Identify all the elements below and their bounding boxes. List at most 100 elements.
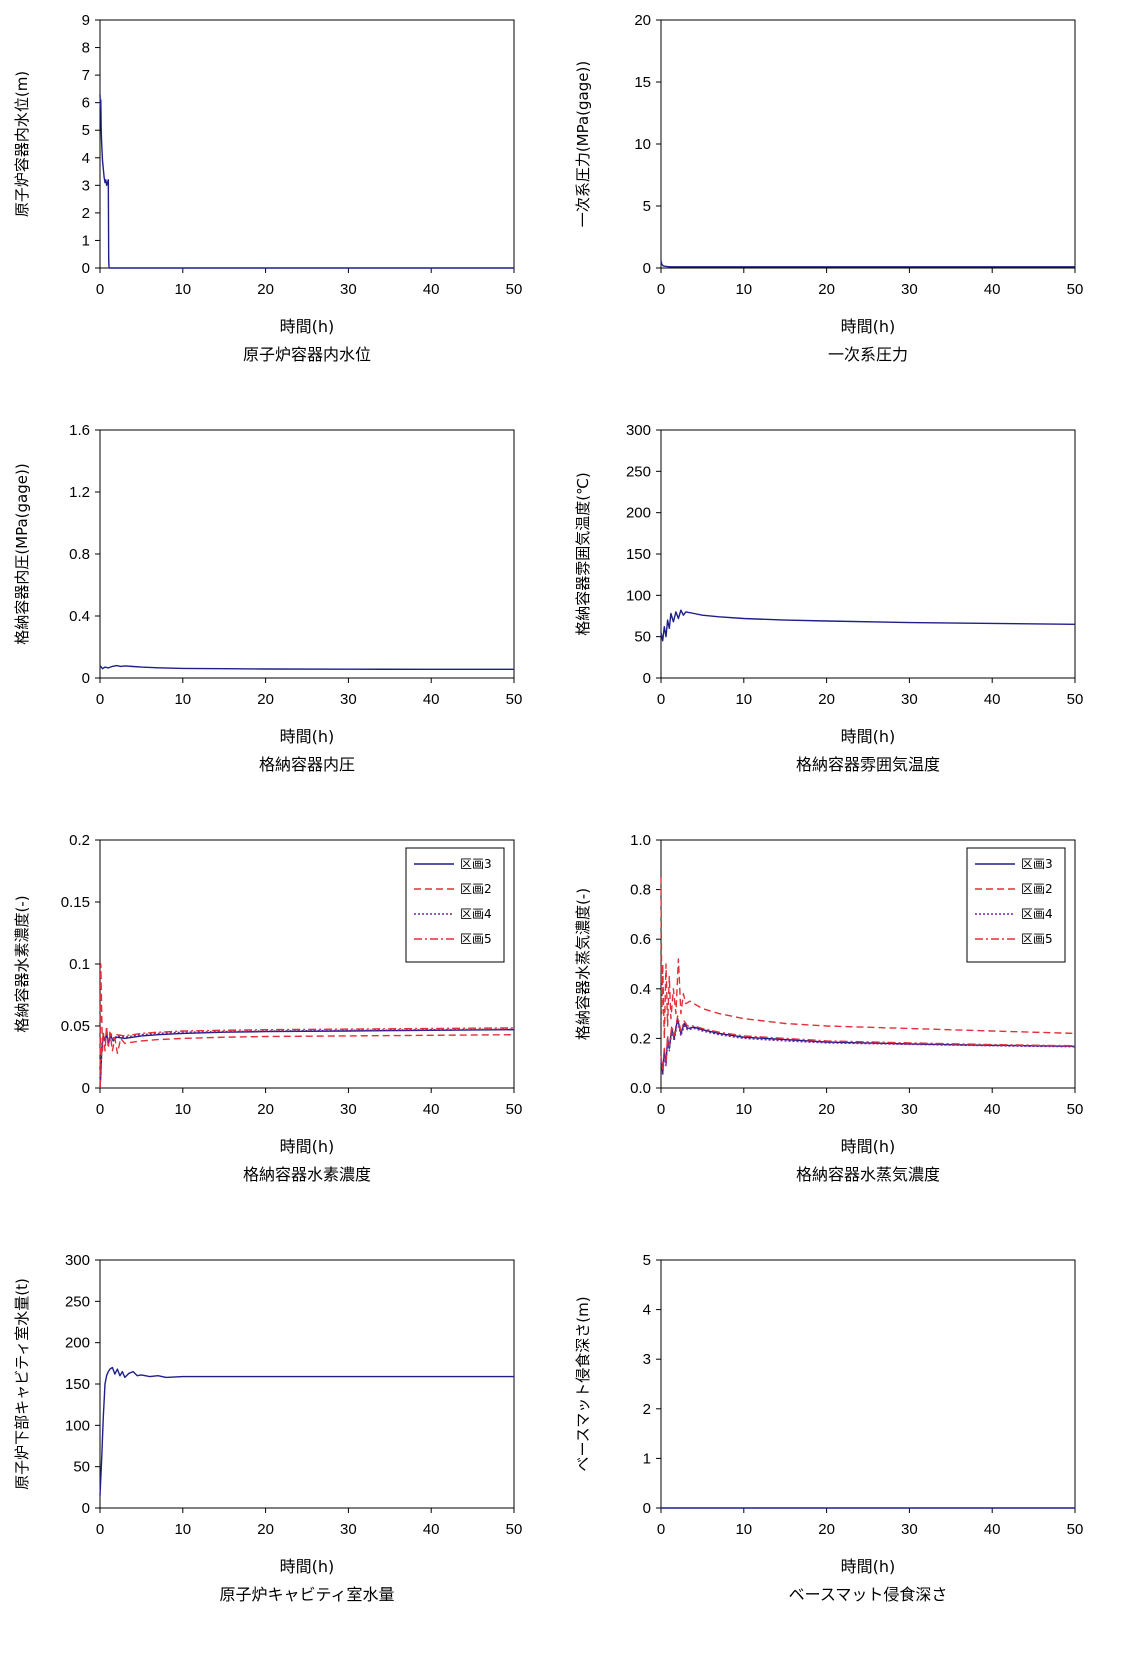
series-line-1 — [99, 94, 514, 269]
x-tick-label: 50 — [506, 281, 523, 298]
y-tick-label: 8 — [82, 40, 90, 57]
x-tick-label: 30 — [901, 1101, 918, 1118]
x-tick-label: 40 — [984, 691, 1001, 708]
series-line-1 — [99, 1366, 514, 1496]
y-tick-label: 0 — [82, 670, 90, 687]
x-tick-label: 30 — [340, 281, 357, 298]
x-tick-label: 40 — [423, 281, 440, 298]
x-tick-label: 0 — [657, 281, 665, 298]
x-tick-label: 20 — [257, 1521, 274, 1538]
x-tick-label: 40 — [984, 1521, 1001, 1538]
chart-primary-system-pressure: 0 5 10 15 20 0 10 20 30 40 50 一次系圧力(MPa(gage)) 時間(h)… — [561, 0, 1122, 410]
x-axis-label: 時間(h) — [841, 727, 896, 746]
x-tick-label: 20 — [818, 281, 835, 298]
series-line-1 — [99, 1029, 515, 1089]
series-line-2 — [660, 877, 1076, 1040]
x-tick-label: 50 — [506, 1101, 523, 1118]
x-tick-label: 0 — [96, 1101, 104, 1118]
y-tick-label: 10 — [634, 136, 651, 153]
chart-cavity-water-amount: 0 50 100 150 200 250 300 0 10 20 30 40 50 原子炉下部キャビティ室… — [0, 1240, 561, 1661]
y-tick-label: 5 — [643, 198, 651, 215]
y-tick-label: 3 — [82, 177, 90, 194]
x-tick-label: 0 — [657, 1101, 665, 1118]
chart-title: 一次系圧力 — [828, 345, 908, 364]
chart-containment-steam: 0.0 0.2 0.4 0.6 0.8 1.0 0 10 20 30 40 50 格納容器水蒸気濃度(-… — [561, 820, 1122, 1230]
x-axis-label: 時間(h) — [280, 727, 335, 746]
series-line-4 — [99, 1027, 515, 1089]
y-tick-label: 0.05 — [61, 1018, 90, 1035]
y-tick-label: 0.15 — [61, 894, 90, 911]
y-tick-label: 9 — [82, 12, 90, 29]
y-tick-label: 0 — [82, 1080, 90, 1097]
x-tick-label: 10 — [174, 281, 191, 298]
y-tick-label: 1.6 — [69, 422, 90, 439]
y-tick-label: 5 — [82, 122, 90, 139]
y-tick-label: 1 — [82, 232, 90, 249]
series-line-2 — [99, 963, 515, 1089]
x-tick-label: 50 — [1067, 691, 1084, 708]
y-tick-label: 0.2 — [69, 832, 90, 849]
legend-label: 区画3 — [1021, 857, 1053, 871]
y-tick-label: 0.8 — [630, 882, 651, 899]
chart-basemat-erosion-depth: 0 1 2 3 4 5 0 10 20 30 40 50 ベースマット侵食深さ(m) 時間(h) ベースマッ… — [561, 1240, 1122, 1661]
y-axis-label: 格納容器内圧(MPa(gage)) — [13, 463, 31, 644]
plot-frame — [660, 1259, 1076, 1509]
y-tick-label: 2 — [643, 1401, 651, 1418]
y-tick-label: 100 — [65, 1417, 90, 1434]
legend-label: 区画3 — [460, 857, 492, 871]
chart-title: 格納容器水素濃度 — [243, 1165, 371, 1184]
x-tick-label: 30 — [340, 691, 357, 708]
x-tick-label: 50 — [1067, 1521, 1084, 1538]
x-tick-label: 0 — [657, 1521, 665, 1538]
series-line-3 — [99, 1028, 515, 1089]
chart-title: 格納容器内圧 — [259, 755, 355, 774]
y-tick-label: 0.4 — [630, 981, 651, 998]
series-line-3 — [660, 1020, 1076, 1077]
y-tick-label: 1.2 — [69, 484, 90, 501]
y-tick-label: 50 — [73, 1459, 90, 1476]
y-tick-label: 0 — [82, 1500, 90, 1517]
y-tick-label: 200 — [626, 505, 651, 522]
y-tick-label: 0 — [643, 260, 651, 277]
x-axis-label: 時間(h) — [280, 1557, 335, 1576]
x-tick-label: 0 — [657, 691, 665, 708]
y-tick-label: 4 — [643, 1302, 651, 1319]
legend-label: 区画2 — [1021, 882, 1053, 896]
x-tick-label: 40 — [984, 1101, 1001, 1118]
chart-title: 原子炉容器内水位 — [243, 345, 371, 364]
y-tick-label: 7 — [82, 67, 90, 84]
y-tick-label: 250 — [65, 1293, 90, 1310]
chart-containment-pressure: 0 0.4 0.8 1.2 1.6 0 10 20 30 40 50 格納容器内圧(MPa(gage)… — [0, 410, 561, 820]
x-tick-label: 30 — [340, 1101, 357, 1118]
legend-box — [405, 847, 505, 963]
y-tick-label: 150 — [65, 1376, 90, 1393]
y-tick-label: 0.6 — [630, 931, 651, 948]
x-tick-label: 10 — [735, 1101, 752, 1118]
x-tick-label: 10 — [174, 1101, 191, 1118]
y-tick-label: 50 — [634, 629, 651, 646]
y-tick-label: 0.8 — [69, 546, 90, 563]
y-tick-label: 0.2 — [630, 1030, 651, 1047]
x-tick-label: 0 — [96, 281, 104, 298]
x-tick-label: 10 — [735, 281, 752, 298]
y-tick-label: 4 — [82, 150, 90, 167]
x-tick-label: 40 — [423, 1101, 440, 1118]
y-axis-label: 一次系圧力(MPa(gage)) — [574, 61, 592, 227]
x-axis-label: 時間(h) — [841, 1557, 896, 1576]
x-tick-label: 50 — [1067, 1101, 1084, 1118]
y-tick-label: 20 — [634, 12, 651, 29]
chart-containment-hydrogen: 0 0.05 0.1 0.15 0.2 0 10 20 30 40 50 格納容器水素濃度(-) 時間(… — [0, 820, 561, 1230]
x-tick-label: 10 — [735, 691, 752, 708]
x-tick-label: 20 — [257, 281, 274, 298]
x-axis-label: 時間(h) — [841, 1137, 896, 1156]
series-line-1 — [660, 260, 1075, 268]
y-axis-label: 原子炉容器内水位(m) — [13, 71, 31, 217]
x-tick-label: 50 — [1067, 281, 1084, 298]
legend-label: 区画4 — [1021, 907, 1053, 921]
series-line-1 — [99, 664, 514, 670]
y-tick-label: 0.4 — [69, 608, 90, 625]
x-tick-label: 20 — [818, 1101, 835, 1118]
y-tick-label: 250 — [626, 463, 651, 480]
plot-frame — [660, 839, 1076, 1089]
y-tick-label: 0 — [82, 260, 90, 277]
